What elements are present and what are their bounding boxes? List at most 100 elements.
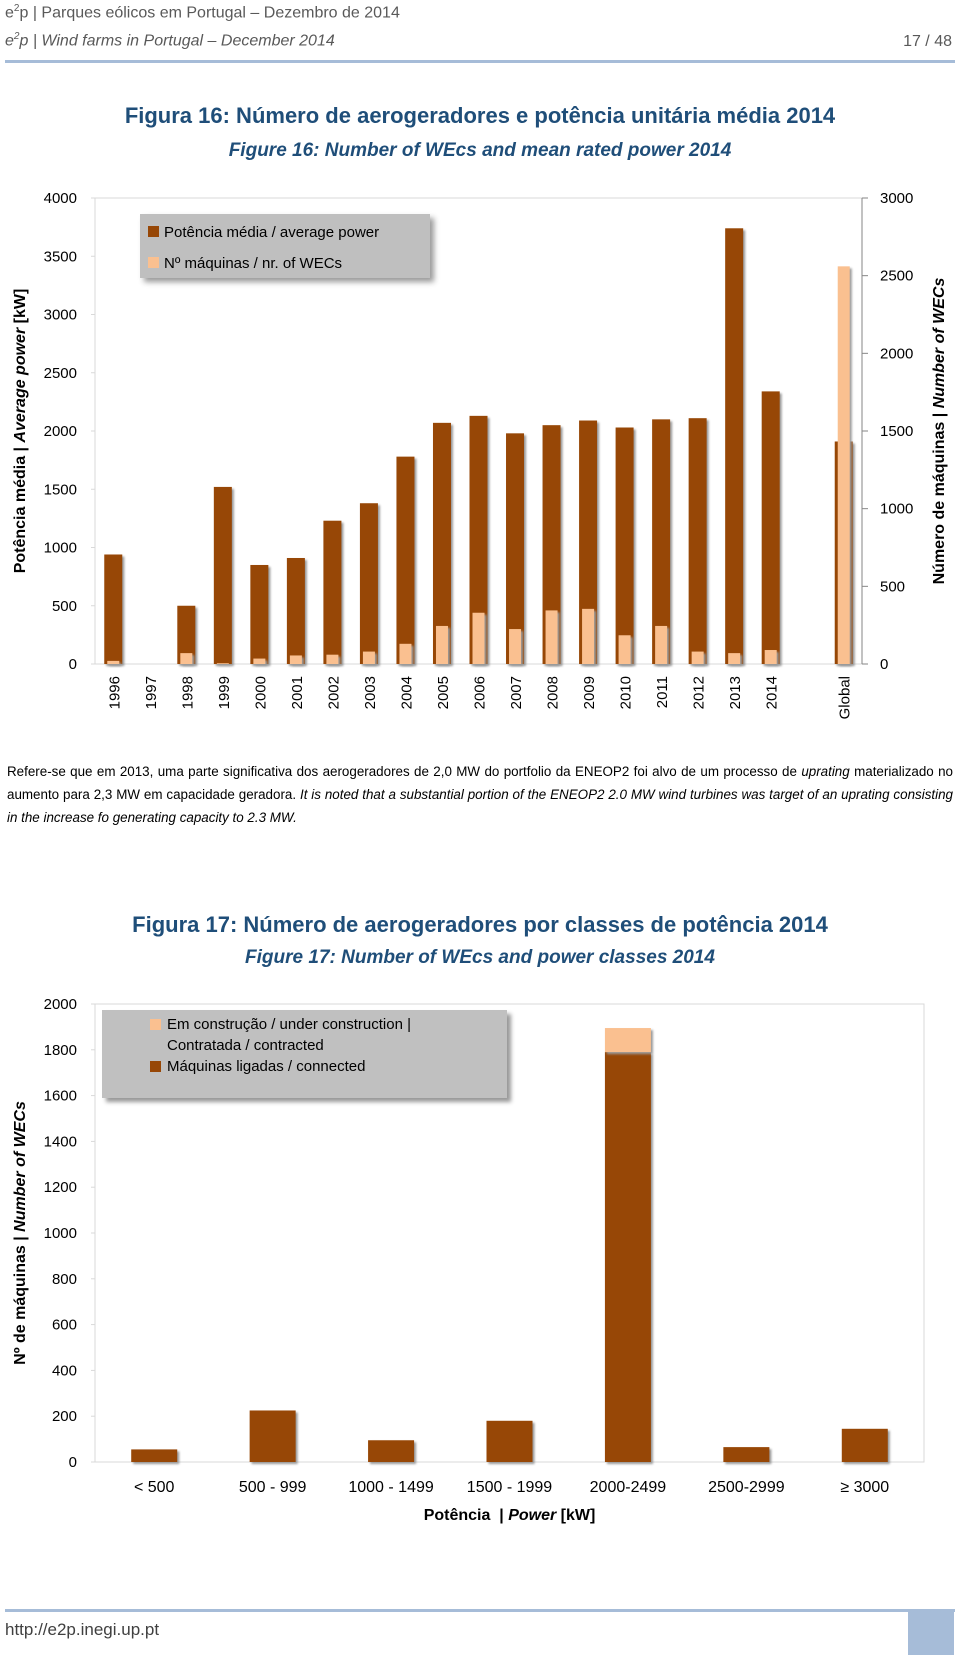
text: [kW] — [556, 1507, 595, 1524]
text: Nº de máquinas | — [12, 1232, 29, 1365]
bar — [486, 1420, 533, 1462]
bar — [506, 433, 525, 664]
bar — [655, 625, 668, 664]
text: Number of WECs — [931, 278, 948, 409]
y-tick-label: 0 — [69, 1454, 77, 1471]
y-tick-label: 1000 — [44, 540, 77, 557]
x-tick-label: 2000 — [252, 676, 269, 709]
bar — [213, 486, 232, 664]
bar — [104, 554, 123, 664]
y2-tick-label: 3000 — [880, 190, 913, 207]
legend-swatch — [148, 226, 159, 237]
footer-rule — [5, 1609, 955, 1612]
y-tick-label: 2000 — [44, 996, 77, 1013]
y-tick-label: 1400 — [44, 1133, 77, 1150]
chart-title: Figura 16: Número de aerogeradores e pot… — [125, 103, 836, 128]
footer-url: http://e2p.inegi.up.pt — [5, 1620, 160, 1639]
text: p | Wind farms in Portugal – December 20… — [19, 32, 335, 50]
legend-swatch — [150, 1019, 161, 1030]
x-tick-label: 2010 — [618, 676, 635, 709]
axis-title: Nº de máquinas | Number of WECs — [12, 1101, 29, 1365]
y-tick-label: 0 — [69, 656, 77, 673]
bar — [359, 503, 378, 664]
plot-area — [94, 1003, 925, 1463]
x-tick-label: 2013 — [727, 676, 744, 709]
text: It is noted that a substantial portion o… — [7, 787, 953, 825]
legend — [140, 214, 430, 278]
y2-tick-label: 0 — [880, 656, 888, 673]
text: e — [5, 4, 14, 22]
bar — [618, 635, 631, 664]
y-tick-label: 400 — [52, 1362, 77, 1379]
x-tick-label: 2011 — [654, 676, 671, 708]
text: Potência média | — [12, 443, 29, 574]
bar — [180, 653, 193, 664]
x-tick-label: 500 - 999 — [239, 1479, 307, 1496]
y2-tick-label: 1500 — [880, 423, 913, 440]
bar — [728, 653, 741, 664]
bar — [469, 415, 488, 664]
x-tick-label: 2005 — [435, 676, 452, 709]
bar — [472, 612, 485, 664]
x-tick-label: 1999 — [216, 676, 233, 709]
x-tick-label: 2500-2999 — [708, 1479, 785, 1496]
bar — [841, 1428, 888, 1462]
axis-title: Número de máquinas | Number of WECs — [931, 278, 948, 585]
bar — [582, 608, 595, 664]
x-tick-label: 2000-2499 — [590, 1479, 667, 1496]
x-tick-label: 1997 — [143, 676, 160, 709]
legend-label: Máquinas ligadas / connected — [167, 1058, 366, 1075]
page-number: 17 / 48 — [903, 33, 952, 50]
x-tick-label: 2012 — [691, 676, 708, 709]
bar — [837, 266, 850, 664]
header-line1: e2p | Parques eólicos em Portugal – Deze… — [5, 3, 400, 22]
chart-title: Figura 17: Número de aerogeradores por c… — [132, 912, 828, 937]
x-tick-label: 1996 — [106, 676, 123, 709]
bar — [604, 1052, 651, 1462]
y2-tick-label: 1000 — [880, 501, 913, 518]
bar — [326, 654, 339, 664]
bar — [604, 1028, 651, 1053]
bar — [250, 564, 269, 664]
x-tick-label: 2014 — [764, 676, 781, 709]
legend-swatch — [150, 1061, 161, 1072]
bar — [509, 629, 522, 664]
bar — [725, 228, 744, 665]
y-tick-label: 4000 — [44, 190, 77, 207]
text: Potência | — [424, 1507, 509, 1524]
bar — [652, 419, 671, 664]
paragraph: Refere-se que em 2013, uma parte signifi… — [7, 760, 953, 829]
bar — [764, 650, 777, 664]
legend-label: Em construção / under construction | Con… — [167, 1016, 412, 1054]
y-tick-label: 200 — [52, 1408, 77, 1425]
x-tick-label: 2004 — [398, 676, 415, 709]
bar — [615, 427, 634, 664]
legend-label: Potência média / average power — [164, 224, 379, 241]
x-tick-label: 2003 — [362, 676, 379, 709]
legend: Em construção / under construction | Con… — [102, 1010, 507, 1098]
text: 2 — [13, 3, 20, 14]
bar — [399, 643, 412, 664]
y-tick-label: 2500 — [44, 365, 77, 382]
header-rule — [5, 60, 955, 63]
x-tick-label: 2007 — [508, 676, 525, 709]
text: Power — [508, 1507, 557, 1524]
y-tick-label: 1500 — [44, 481, 77, 498]
axis-title: Potência | Power [kW] — [424, 1507, 596, 1524]
y-tick-label: 1000 — [44, 1225, 77, 1242]
y-tick-label: 3000 — [44, 307, 77, 324]
x-tick-label: 2008 — [545, 676, 562, 709]
text: 2 — [13, 31, 20, 42]
text: e — [5, 32, 14, 50]
x-tick-label: 2001 — [289, 676, 306, 709]
x-tick-label: 2009 — [581, 676, 598, 709]
text: Número de máquinas | — [931, 408, 948, 584]
text: Refere-se que em 2013, uma parte signifi… — [7, 764, 802, 779]
bar — [761, 391, 780, 664]
legend-swatch — [148, 257, 159, 268]
text: Number of WECs — [12, 1101, 29, 1232]
bar — [177, 605, 196, 664]
legend-item: Em construção / under construction | Con… — [150, 1014, 507, 1056]
text: materializado no aumento para 2,3 MW em … — [7, 764, 953, 802]
